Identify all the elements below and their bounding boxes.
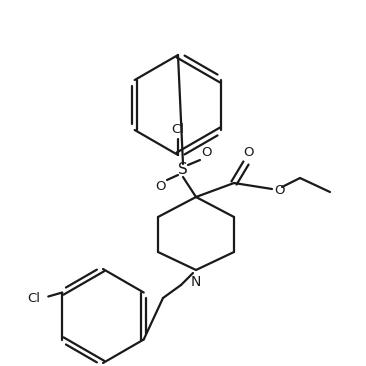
Text: O: O bbox=[202, 146, 212, 160]
Text: O: O bbox=[155, 180, 165, 194]
Text: Cl: Cl bbox=[172, 123, 184, 136]
Text: O: O bbox=[243, 146, 253, 159]
Text: O: O bbox=[274, 184, 284, 198]
Text: Cl: Cl bbox=[27, 292, 40, 305]
Text: N: N bbox=[191, 275, 201, 289]
Text: S: S bbox=[178, 163, 188, 178]
